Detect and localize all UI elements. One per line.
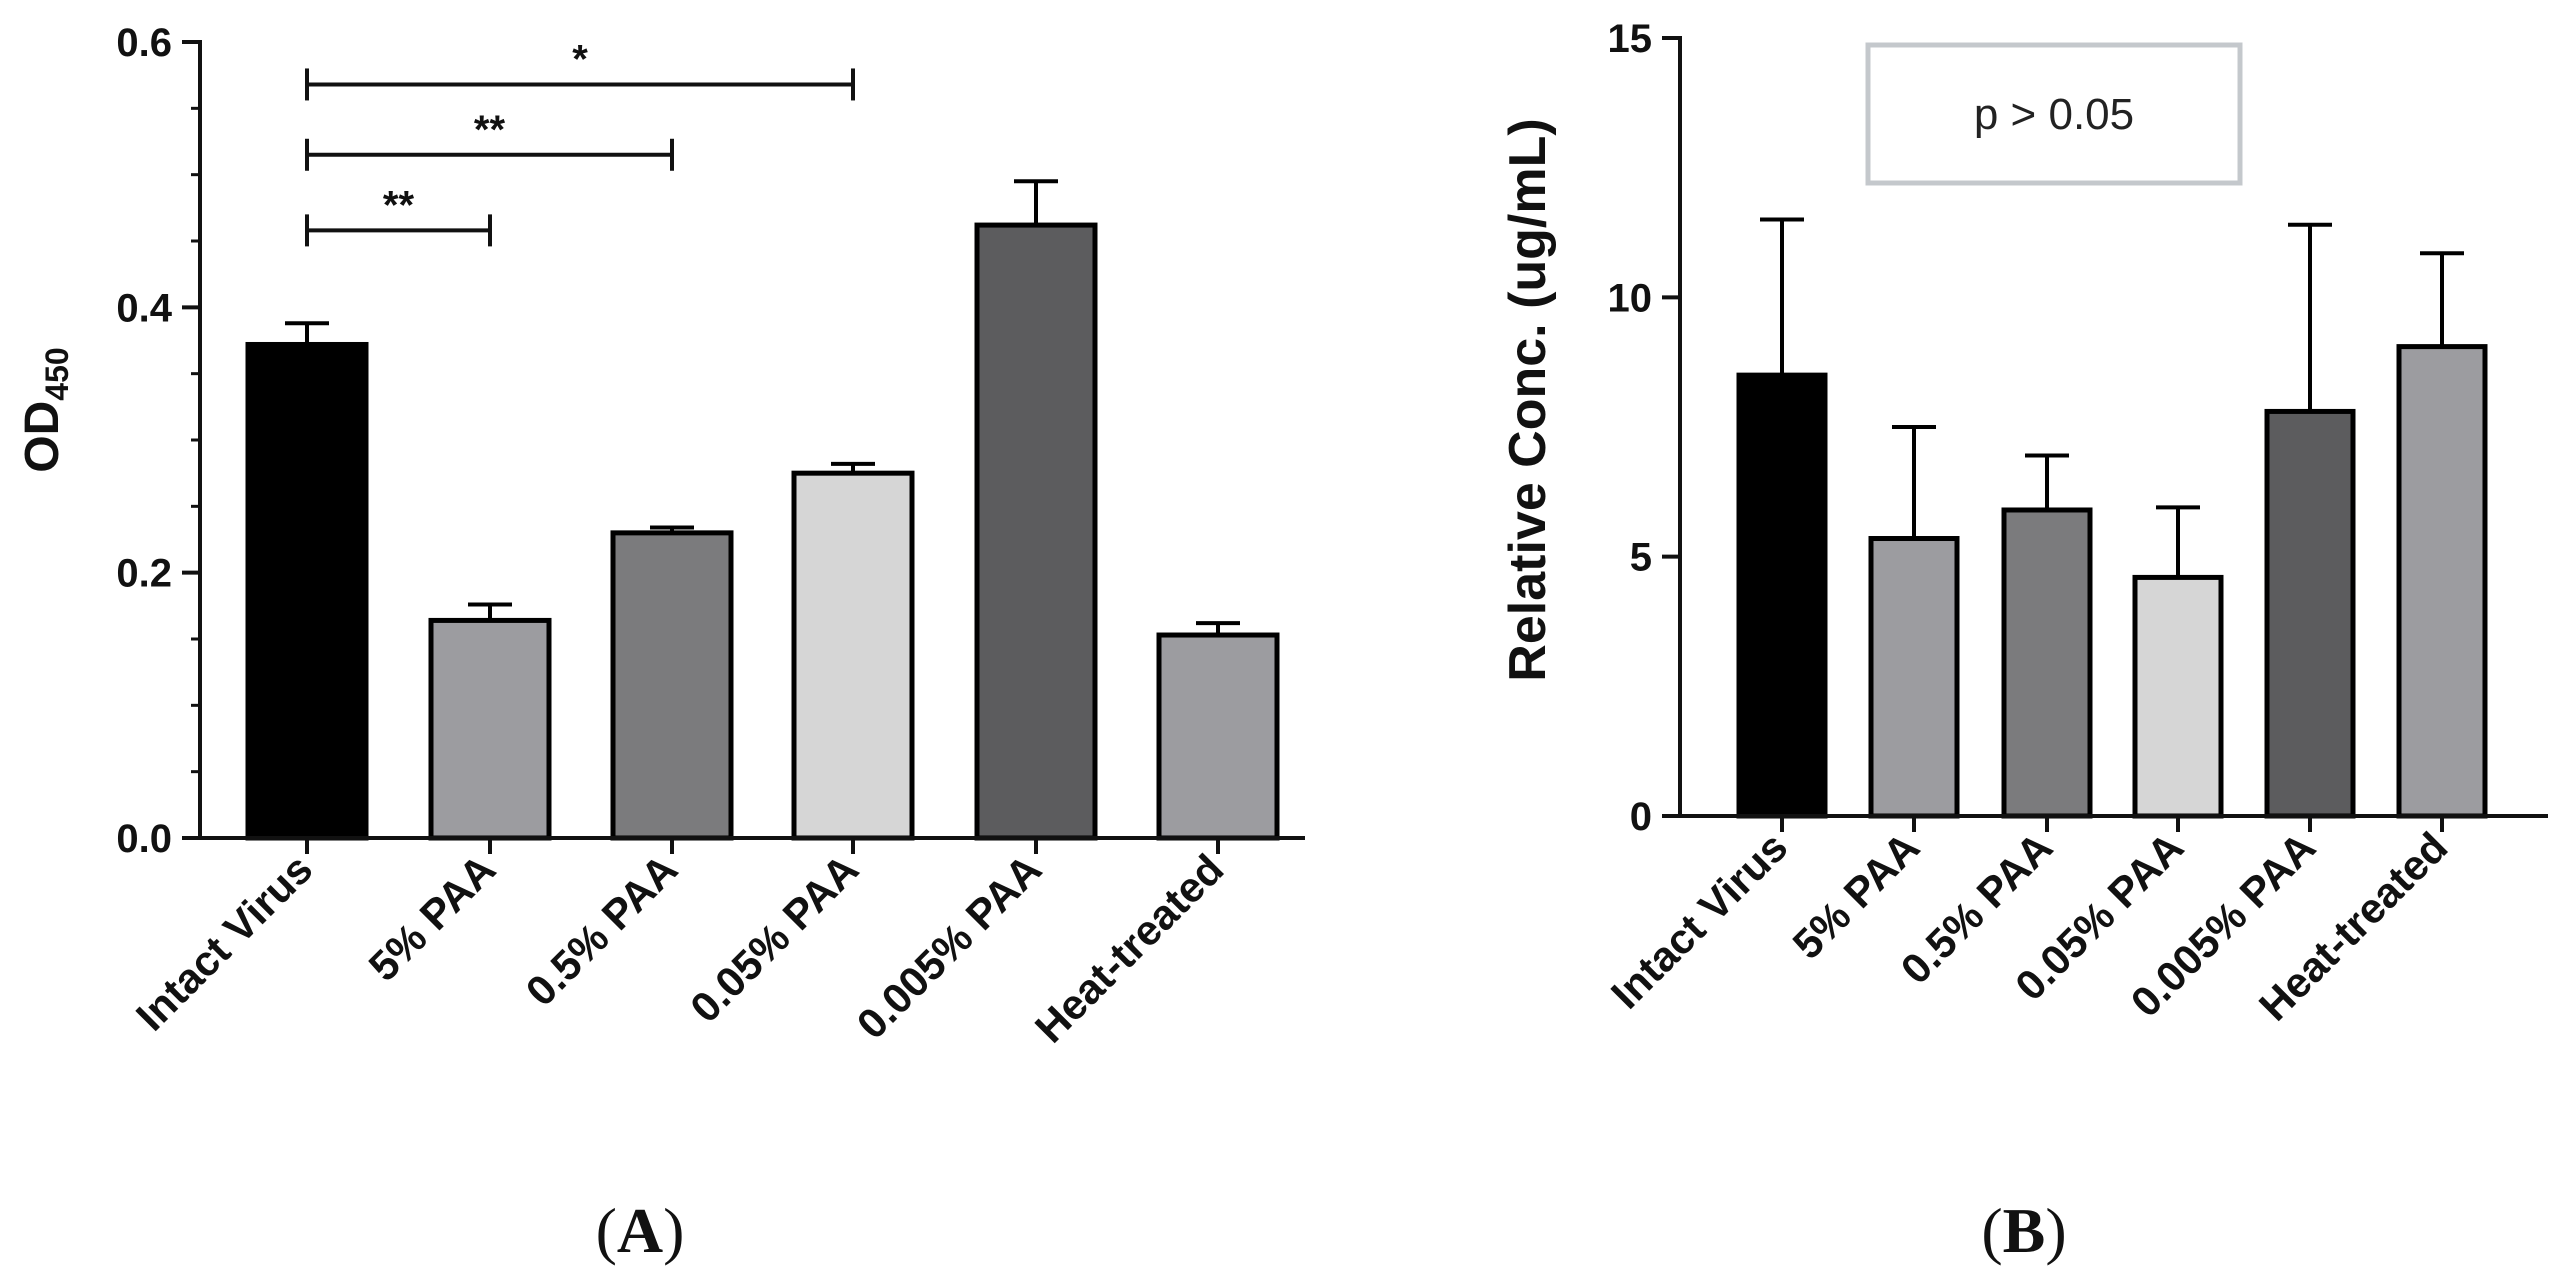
p-value-annotation: p > 0.05	[1974, 90, 2134, 139]
significance-brackets: *****	[305, 37, 855, 247]
x-category-label: 5% PAA	[359, 845, 504, 990]
x-category-label: Heat-treated	[1026, 845, 1233, 1052]
bar	[2396, 344, 2488, 819]
bar	[610, 530, 734, 841]
panel-caption-a: (A)	[596, 1195, 685, 1266]
panel-caption-b: (B)	[1981, 1195, 2066, 1266]
y-tick-label: 5	[1630, 536, 1652, 580]
bar	[2132, 574, 2224, 819]
bar	[428, 617, 552, 841]
bar	[1156, 632, 1280, 841]
bar	[2264, 408, 2356, 819]
bar	[791, 470, 915, 841]
bars	[1736, 344, 2488, 832]
bar	[974, 222, 1098, 841]
y-axis-title: OD450	[16, 347, 75, 472]
bar	[1736, 372, 1828, 819]
y-axis-ticks: 0 5 10 15	[1608, 17, 1680, 839]
significance-label: *	[572, 37, 588, 81]
x-category-label: 0.05% PAA	[681, 845, 867, 1031]
x-category-label: 0.005% PAA	[848, 845, 1051, 1048]
panel-a: 0.00.20.40.6 ***** Intact Virus 5% PAA 0.5…	[16, 21, 1305, 1266]
y-tick-label: 0.6	[116, 21, 172, 65]
y-tick-label: 0	[1630, 795, 1652, 839]
significance-label: **	[383, 183, 415, 227]
error-bars	[1760, 217, 2464, 578]
x-category-label: 0.5% PAA	[517, 845, 687, 1015]
annotation-box	[1865, 42, 2243, 186]
bar	[2001, 507, 2093, 819]
y-axis-title: Relative Conc. (ug/mL)	[1499, 118, 1557, 681]
bar	[1868, 536, 1960, 819]
bars	[245, 222, 1280, 854]
y-tick-label: 10	[1608, 276, 1653, 320]
error-bars	[285, 179, 1240, 636]
x-category-label: Intact Virus	[127, 845, 321, 1039]
y-tick-label: 0.0	[116, 817, 172, 861]
x-category-label: Intact Virus	[1602, 823, 1796, 1017]
y-tick-label: 0.4	[116, 286, 172, 330]
significance-label: **	[474, 108, 506, 152]
y-tick-label: 0.2	[116, 552, 172, 596]
y-axis-ticks: 0.0 0.2 0.4 0.6	[116, 21, 200, 861]
y-tick-label: 15	[1608, 17, 1653, 61]
bar	[245, 341, 369, 841]
